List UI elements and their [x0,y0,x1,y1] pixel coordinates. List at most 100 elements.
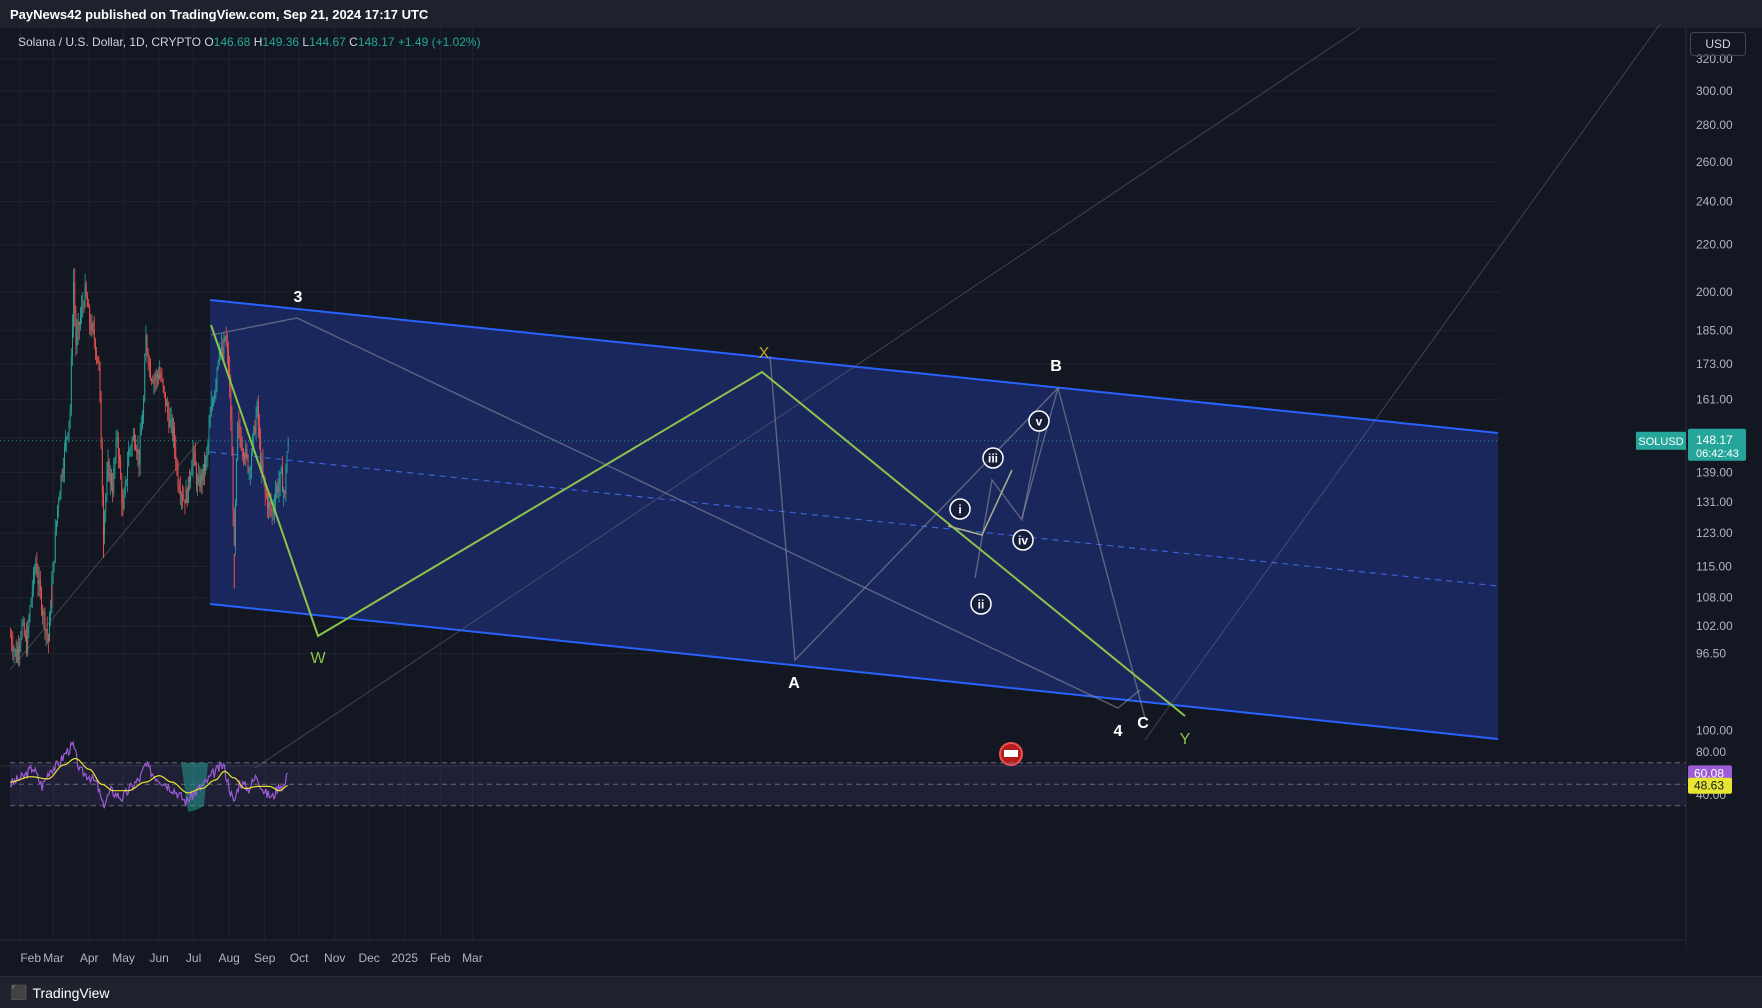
candle-body [97,356,99,363]
candle-body [284,491,286,494]
candle-body [222,347,224,359]
candle-body [77,322,79,333]
candle-body [228,351,229,370]
time-tick-label: Sep [254,951,276,965]
candle-body [65,439,67,448]
price-tick-label: 108.00 [1696,591,1733,605]
price-tag-symbol-box [1636,431,1686,450]
wave-label-v-ring [1028,410,1050,432]
candle-body [267,496,268,509]
close-label: C [349,35,358,49]
candle-body [92,323,94,330]
wave-label-x: X [759,345,770,362]
candle-body [191,466,193,475]
low-label: L [302,35,310,49]
wave-lines [210,324,1186,717]
candle-body [53,561,55,565]
candle-body [176,462,178,467]
candle-body [245,448,247,459]
candle-body [74,282,76,313]
candle-body [272,509,274,513]
candle-body [154,378,156,380]
tradingview-logo[interactable]: ⬛ TradingView [10,984,109,1001]
candle-body [239,426,241,438]
candle-body [207,443,209,455]
candle-body [275,492,276,506]
rsi-pane [9,740,1686,812]
wave-label-v: v [1036,415,1043,429]
candle-body [54,531,56,562]
candle-body [179,490,181,496]
candle-body [31,590,33,599]
candle-body [117,437,119,457]
wave-label-iii: iii [988,452,998,466]
candle-body [195,466,197,485]
candle-body [264,481,266,493]
price-axis-background [1686,28,1762,950]
candle-body [90,324,92,332]
wave-label-iii-ring [982,447,1004,469]
candle-body [233,511,235,546]
candle-body [105,496,107,514]
candle-body [234,503,236,546]
candle-body [36,563,38,576]
price-tick-label: 139.00 [1696,465,1733,479]
candle-body [123,494,125,509]
wave-label-y: Y [1180,731,1191,748]
candle-body [238,422,240,427]
wave-label-iv: iv [1018,534,1028,548]
candle-body [18,648,19,652]
candle-body [101,448,103,494]
rsi-value: 60.08 [1694,766,1724,780]
time-tick-label: Jun [149,951,168,965]
candle-body [221,347,223,349]
candle-body [164,392,166,406]
candle-body [178,486,180,491]
candle-body [84,283,86,307]
candle-body [73,282,75,328]
wave-label-ii-ring [970,593,992,615]
candle-body [205,458,207,471]
candle-body [146,335,148,352]
candle-body [60,475,62,494]
candle-body [240,437,242,449]
candle-body [62,468,64,476]
candle-body [184,499,186,504]
candle-body [226,343,228,352]
candle-body [59,493,61,501]
candle-body [35,563,37,571]
candle-body [155,374,157,380]
candle-body [130,448,132,450]
wave-label-w: W [310,650,326,667]
candle-body [68,420,70,434]
candle-body [166,403,167,406]
candle-body [70,355,72,410]
time-axis-background [0,940,1686,976]
price-tick-label: 102.00 [1696,619,1733,633]
candle-body [125,479,127,482]
currency-button[interactable]: USD [1690,32,1746,56]
low-value: 144.67 [309,35,346,49]
price-tick-label: 280.00 [1696,118,1733,132]
candle-body [171,418,173,436]
candle-body [183,498,185,500]
candle-body [152,380,154,383]
candle-body [158,376,159,379]
candle-body [213,401,215,404]
channel-fill [210,300,1498,739]
candle-body [242,451,244,457]
time-tick-label: Jul [186,951,201,965]
candle-body [93,329,95,341]
candle-body [268,502,270,509]
candle-body [122,502,124,509]
candle-body [189,476,190,482]
candle-body [138,449,140,465]
symbol-title: Solana / U.S. Dollar, 1D, CRYPTO [18,35,201,49]
candle-body [112,486,114,493]
candle-body [148,363,150,365]
wave-label-4: 4 [1114,723,1123,740]
candle-body [136,449,138,454]
candle-body [128,449,130,466]
candle-body [217,360,219,369]
